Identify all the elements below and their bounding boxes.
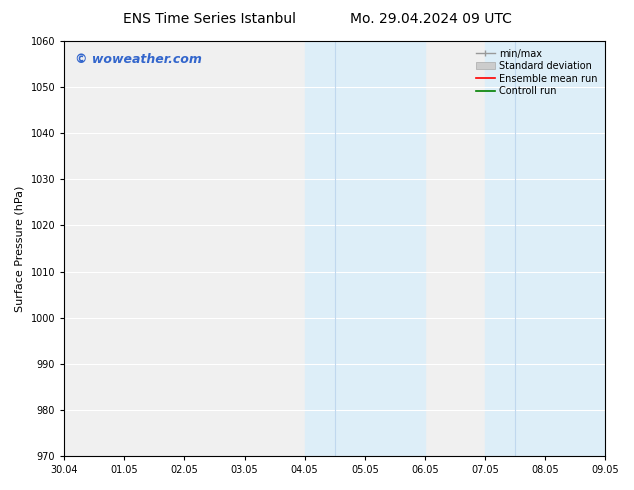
Text: ENS Time Series Istanbul: ENS Time Series Istanbul [123,12,295,26]
Bar [335,41,425,456]
Legend: min/max, Standard deviation, Ensemble mean run, Controll run: min/max, Standard deviation, Ensemble me… [473,46,600,99]
Text: Mo. 29.04.2024 09 UTC: Mo. 29.04.2024 09 UTC [350,12,512,26]
Bar [305,41,335,456]
Bar [485,41,515,456]
Y-axis label: Surface Pressure (hPa): Surface Pressure (hPa) [15,185,25,312]
Text: © woweather.com: © woweather.com [75,53,202,67]
Bar [515,41,605,456]
